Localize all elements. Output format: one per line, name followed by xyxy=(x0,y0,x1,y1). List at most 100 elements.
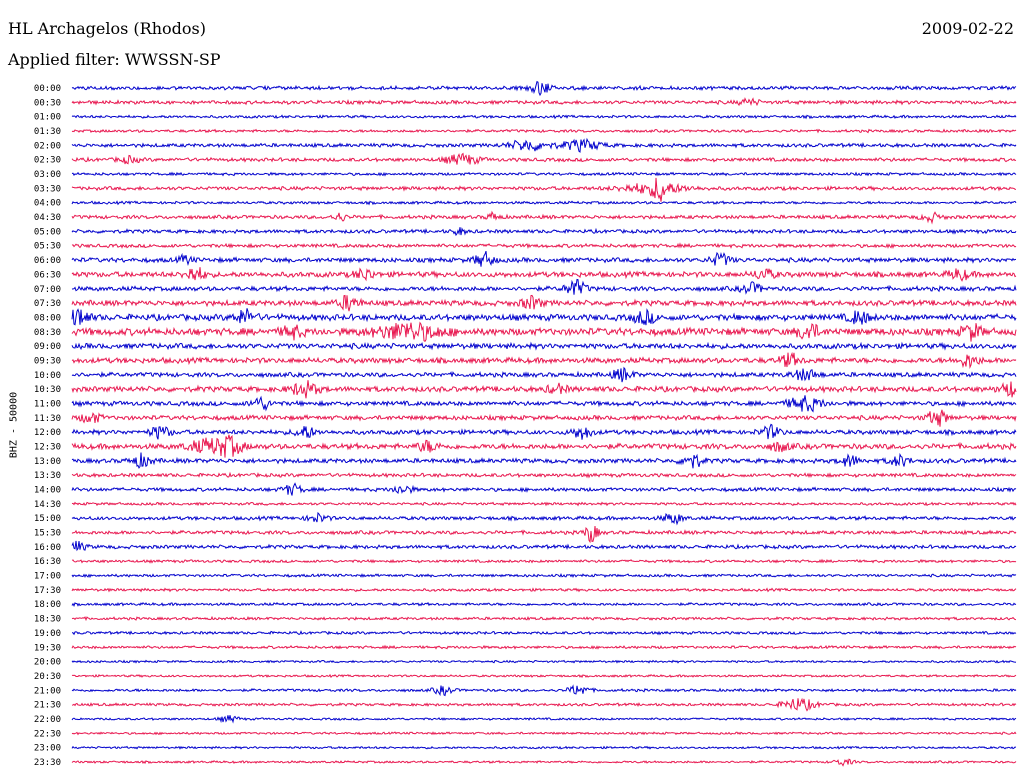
trace-1830 xyxy=(71,615,1017,622)
trace-1400 xyxy=(71,482,1017,496)
row-label: 22:00 xyxy=(34,715,61,725)
row-label: 15:30 xyxy=(34,529,61,539)
row-label: 11:30 xyxy=(34,414,61,424)
trace-0930 xyxy=(71,351,1017,369)
row-label: 05:00 xyxy=(34,227,61,237)
trace-1530 xyxy=(71,526,1017,544)
trace-1600 xyxy=(71,540,1017,552)
trace-2300 xyxy=(71,745,1017,750)
row-label: 22:30 xyxy=(34,729,61,739)
row-label: 00:00 xyxy=(34,84,61,94)
row-label: 18:00 xyxy=(34,600,61,610)
trace-0400 xyxy=(71,200,1017,206)
row-label: 17:30 xyxy=(34,586,61,596)
row-label: 03:00 xyxy=(34,170,61,180)
row-label: 13:00 xyxy=(34,457,61,467)
plot-date: 2009-02-22 xyxy=(921,19,1014,38)
station-title: HL Archagelos (Rhodos) xyxy=(8,19,206,38)
row-label: 10:30 xyxy=(34,385,61,395)
row-label: 08:30 xyxy=(34,328,61,338)
trace-0100 xyxy=(71,114,1017,120)
row-label: 07:00 xyxy=(34,285,61,295)
row-label: 07:30 xyxy=(34,299,61,309)
trace-1500 xyxy=(71,511,1017,526)
row-label: 21:30 xyxy=(34,701,61,711)
trace-0200 xyxy=(71,137,1017,153)
row-label: 20:00 xyxy=(34,658,61,668)
trace-2230 xyxy=(71,731,1017,736)
trace-2330 xyxy=(71,758,1017,767)
trace-0430 xyxy=(71,210,1017,225)
trace-1730 xyxy=(71,587,1017,593)
row-label: 16:00 xyxy=(34,543,61,553)
row-label: 12:00 xyxy=(34,428,61,438)
row-label: 14:00 xyxy=(34,486,61,496)
trace-0300 xyxy=(71,171,1017,177)
trace-2200 xyxy=(71,715,1017,724)
trace-1700 xyxy=(71,573,1017,579)
row-label: 00:30 xyxy=(34,98,61,108)
trace-2030 xyxy=(71,673,1017,679)
trace-0700 xyxy=(71,278,1017,295)
row-label: 06:30 xyxy=(34,270,61,280)
trace-1100 xyxy=(71,395,1017,413)
trace-0330 xyxy=(71,177,1017,202)
trace-0830 xyxy=(71,321,1017,342)
row-label: 18:30 xyxy=(34,615,61,625)
applied-filter: Applied filter: WWSSN-SP xyxy=(8,50,221,69)
trace-1330 xyxy=(71,471,1017,479)
row-label: 05:30 xyxy=(34,242,61,252)
trace-2100 xyxy=(71,684,1017,697)
trace-1300 xyxy=(71,452,1017,469)
trace-2130 xyxy=(71,697,1017,712)
trace-1130 xyxy=(71,409,1017,427)
row-label: 06:00 xyxy=(34,256,61,266)
trace-0730 xyxy=(71,294,1017,312)
row-label: 02:30 xyxy=(34,156,61,166)
row-label: 11:00 xyxy=(34,399,61,409)
row-label: 08:00 xyxy=(34,313,61,323)
row-label: 21:00 xyxy=(34,686,61,696)
row-label: 03:30 xyxy=(34,184,61,194)
row-label: 23:30 xyxy=(34,758,61,768)
row-label: 04:30 xyxy=(34,213,61,223)
trace-0030 xyxy=(71,97,1017,107)
trace-1800 xyxy=(71,601,1017,607)
row-label: 19:00 xyxy=(34,629,61,639)
trace-1000 xyxy=(71,366,1017,383)
trace-1900 xyxy=(72,630,1017,636)
trace-0500 xyxy=(71,227,1017,237)
row-label: 17:00 xyxy=(34,572,61,582)
row-label: 09:30 xyxy=(34,356,61,366)
row-label: 19:30 xyxy=(34,643,61,653)
trace-1930 xyxy=(71,644,1017,650)
row-label: 16:30 xyxy=(34,557,61,567)
row-label: 15:00 xyxy=(34,514,61,524)
trace-2000 xyxy=(71,659,1017,664)
row-label: 04:00 xyxy=(34,199,61,209)
trace-0130 xyxy=(71,128,1017,134)
row-label: 13:30 xyxy=(34,471,61,481)
row-label: 02:00 xyxy=(34,141,61,151)
trace-1230 xyxy=(71,434,1017,458)
row-label: 20:30 xyxy=(34,672,61,682)
trace-1430 xyxy=(71,501,1017,507)
trace-1630 xyxy=(71,558,1017,564)
trace-1200 xyxy=(71,423,1017,440)
trace-0900 xyxy=(71,341,1017,351)
row-label: 09:00 xyxy=(34,342,61,352)
row-label: 14:30 xyxy=(34,500,61,510)
row-label: 01:00 xyxy=(34,113,61,123)
trace-0630 xyxy=(71,267,1017,282)
trace-0800 xyxy=(71,308,1017,326)
trace-0230 xyxy=(71,152,1017,165)
row-label: 23:00 xyxy=(34,744,61,754)
trace-1030 xyxy=(71,380,1017,399)
row-label: 01:30 xyxy=(34,127,61,137)
row-label: 10:00 xyxy=(34,371,61,381)
row-label: 12:30 xyxy=(34,443,61,453)
trace-0600 xyxy=(71,250,1017,267)
trace-0000 xyxy=(71,80,1017,97)
trace-0530 xyxy=(71,242,1017,250)
